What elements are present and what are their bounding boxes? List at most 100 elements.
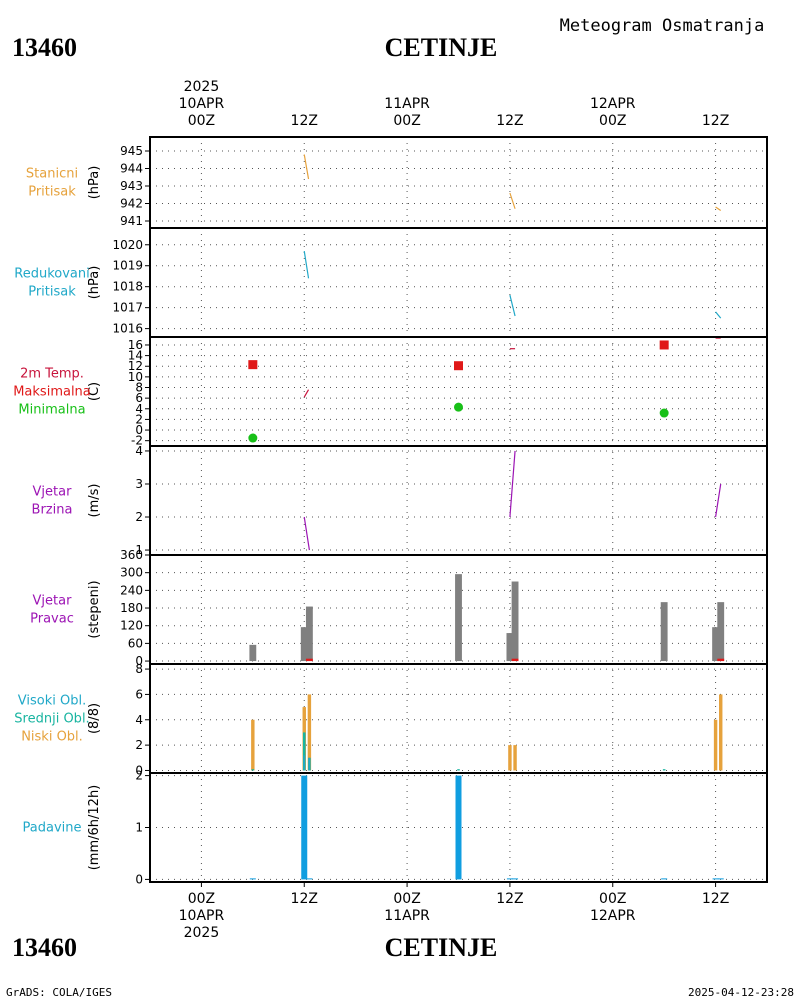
bar — [506, 633, 514, 662]
bar — [300, 627, 308, 662]
bar — [660, 602, 668, 662]
time-label-bottom: 00Z — [393, 891, 420, 907]
series-label: Padavine — [23, 821, 82, 836]
panel-7: 0 1 2 (mm/6h/12h) Padavine — [23, 769, 768, 886]
series-line — [715, 311, 722, 319]
y-tick-label: 10 — [128, 370, 143, 384]
y-axis-label: (stepeni) — [87, 580, 102, 638]
y-axis-label: (C) — [87, 382, 102, 401]
time-label-bottom: 12APR — [590, 908, 636, 924]
y-tick-label: 360 — [120, 548, 143, 562]
y-tick-label: -2 — [131, 434, 143, 448]
series-line — [509, 450, 516, 518]
min-temp-marker — [659, 408, 669, 418]
series-label: Vjetar — [33, 594, 73, 609]
time-label-bottom: 12Z — [702, 891, 729, 907]
bar — [719, 694, 723, 771]
bar — [712, 627, 720, 662]
bar — [305, 658, 313, 662]
bar — [305, 606, 313, 662]
time-label-bottom: 10APR — [179, 908, 225, 924]
bar — [455, 775, 462, 880]
bar — [512, 878, 519, 880]
y-tick-label: 1017 — [112, 301, 143, 315]
time-label-bottom: 12Z — [291, 891, 318, 907]
series-label: Pritisak — [28, 185, 76, 200]
bar — [662, 769, 666, 771]
panel-1: 941 942 943 944 945 (hPa) Stanicni Pritisak — [26, 136, 768, 229]
time-label-bottom: 00Z — [599, 891, 626, 907]
series-label: Stanicni — [26, 167, 78, 182]
y-tick-label: 2 — [135, 510, 143, 524]
bar — [307, 694, 312, 771]
time-label-top: 11APR — [384, 96, 430, 112]
y-tick-label: 6 — [135, 391, 143, 405]
y-tick-label: 1020 — [112, 238, 143, 252]
bar — [302, 732, 306, 771]
min-temp-marker — [454, 402, 463, 412]
bar — [508, 745, 512, 771]
time-label-bottom: 11APR — [384, 908, 430, 924]
station-name-bottom: CETINJE — [385, 933, 498, 962]
bar — [513, 745, 517, 771]
y-tick-label: 60 — [128, 636, 143, 650]
time-label-top: 00Z — [188, 113, 215, 129]
bar — [251, 769, 255, 771]
station-name-top: CETINJE — [385, 33, 498, 62]
y-tick-label: 1016 — [112, 322, 143, 336]
time-label-top: 10APR — [179, 96, 225, 112]
series-line — [714, 483, 722, 518]
y-tick-label: 300 — [120, 566, 143, 580]
y-tick-label: 1018 — [112, 280, 143, 294]
series-label: Vjetar — [33, 485, 73, 500]
bar — [249, 878, 256, 880]
y-tick-label: 8 — [135, 381, 143, 395]
bar — [251, 719, 255, 771]
y-tick-label: 4 — [135, 444, 143, 458]
bar — [506, 878, 513, 880]
y-axis-label: (8/8) — [87, 703, 102, 734]
timestamp-text: 2025-04-12-23:28 — [688, 986, 794, 999]
y-axis-label: (hPa) — [87, 166, 102, 200]
panel-frame — [149, 772, 768, 883]
y-tick-label: 12 — [128, 359, 143, 373]
y-tick-label: 180 — [120, 601, 143, 615]
time-label-top: 12APR — [590, 96, 636, 112]
y-tick-label: 0 — [135, 872, 143, 886]
y-tick-label: 3 — [135, 477, 143, 491]
y-tick-label: 942 — [120, 197, 143, 211]
time-label-top: 2025 — [184, 79, 220, 95]
y-tick-label: 943 — [120, 179, 143, 193]
panel-4: 1 2 3 4 (m/s) Vjetar Brzina — [32, 444, 768, 557]
series-label: Niski Obl. — [21, 730, 83, 745]
panel-frame — [149, 445, 768, 556]
time-label-bottom: 00Z — [188, 891, 215, 907]
y-tick-label: 6 — [135, 687, 143, 701]
chart-title: Meteogram Osmatranja — [560, 16, 765, 36]
bar — [511, 581, 519, 662]
series-label: Brzina — [32, 503, 73, 518]
series-label: 2m Temp. — [20, 367, 84, 382]
series-label: Minimalna — [18, 403, 85, 418]
bar — [717, 878, 724, 880]
y-tick-label: 1 — [135, 821, 143, 835]
time-label-top: 12Z — [496, 113, 523, 129]
time-label-top: 12Z — [702, 113, 729, 129]
series-line — [509, 192, 516, 209]
series-line — [303, 154, 310, 180]
time-label-bottom: 2025 — [184, 925, 220, 941]
y-tick-label: 4 — [135, 402, 143, 416]
y-tick-label: 2 — [135, 769, 143, 783]
series-label: Visoki Obl. — [18, 694, 86, 709]
y-tick-label: 0 — [135, 423, 143, 437]
time-label-bottom: 12Z — [496, 891, 523, 907]
station-id-bottom: 13460 — [12, 933, 77, 962]
y-axis-label: (mm/6h/12h) — [87, 785, 102, 871]
bar — [713, 719, 718, 771]
bar — [661, 878, 668, 880]
series-line — [303, 250, 310, 279]
panel-frame — [149, 136, 768, 229]
time-label-top: 00Z — [393, 113, 420, 129]
